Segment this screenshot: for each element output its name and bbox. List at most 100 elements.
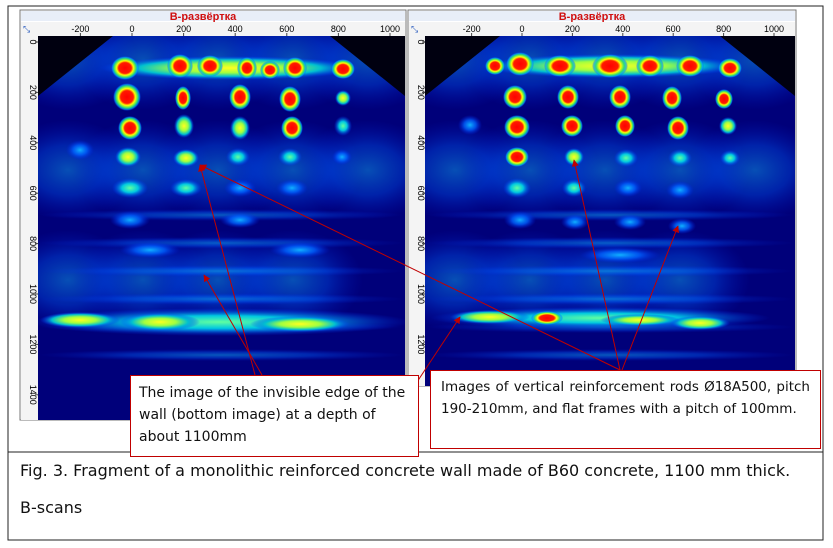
reflection [270,242,330,258]
reflection [718,58,742,78]
reflection [197,55,223,77]
reflection [334,116,352,136]
reflection [335,90,351,106]
haze [685,120,795,220]
x-tick-label: 0 [519,24,524,34]
reflection [667,116,689,140]
x-tick-label: 600 [666,24,681,34]
reflection [331,59,355,79]
y-tick-label: 400 [416,135,426,150]
reflection [112,178,148,198]
outer-border [7,5,824,541]
reflection [544,55,576,77]
reflection [113,83,141,111]
haze-band [425,265,795,277]
annotation: The image of the invisible edge of the w… [130,375,419,457]
reflection [715,89,733,109]
haze [298,120,405,220]
reflection [503,178,531,198]
reflection [561,115,583,137]
reflection [592,54,628,78]
reflection [614,179,642,197]
reflection [557,85,579,109]
arrows [198,159,679,386]
b-scan-panel: B-развёртка ⤡ -200 0 200 400 600 800 1000 0 200 400… [19,9,407,421]
panel-title: B-развёртка [559,11,626,23]
reflection [229,84,251,110]
reflection [279,86,301,112]
reflection [281,116,303,140]
y-tick-label: 1200 [416,334,426,354]
reflection [174,114,194,138]
reflection [230,116,250,140]
caption: Fig. 3. Fragment of a monolithic reinfor… [20,461,791,517]
haze-band [38,265,405,277]
reflection [615,115,635,137]
reflection [237,57,257,79]
reflection [719,117,737,135]
y-tick-label: 800 [28,236,38,251]
reflection [506,52,534,76]
x-tick-label: 800 [331,24,346,34]
scan-image [425,36,795,386]
x-tick-label: 600 [279,24,294,34]
haze-band [425,237,795,249]
y-tick-label: 600 [28,186,38,201]
reflection [668,149,692,167]
reflection [609,85,631,109]
reflection [167,54,193,78]
y-tick-label: 0 [416,39,426,44]
reflection [276,179,308,197]
y-tick-label: 0 [28,39,38,44]
reflection [40,312,120,328]
x-tick-label: 400 [228,24,243,34]
reflection [250,316,350,332]
reflection [600,314,680,326]
x-tick-label: 0 [129,24,134,34]
reflection [531,311,563,325]
title-bar [21,11,405,21]
reflection [175,86,191,110]
dark-corner [38,36,113,96]
reflection [283,57,307,79]
reflection [504,115,530,139]
reflection [110,211,150,229]
y-tick-label: 1000 [28,284,38,304]
haze-band [425,349,795,361]
reflection [614,214,646,230]
reflection [561,214,589,230]
x-axis-bar [409,22,795,36]
y-axis-bar [409,36,425,386]
reflection [562,179,586,197]
x-axis-bar [21,22,405,36]
haze [223,230,363,330]
x-tick-label: 200 [176,24,191,34]
corner-icon: ⤡ [23,25,30,35]
reflection [450,310,530,324]
panel-title: B-развёртка [170,11,237,23]
y-tick-label: 600 [416,186,426,201]
y-tick-label: 1400 [28,385,38,405]
reflection [111,56,139,80]
reflection [226,148,250,166]
reflection [636,55,664,77]
reflection [666,181,694,199]
x-tick-label: 800 [716,24,731,34]
reflection [458,115,482,135]
y-tick-label: 1000 [416,284,426,304]
x-tick-label: 1000 [764,24,784,34]
reflection [670,316,730,330]
reflection [224,179,256,197]
haze-band [425,293,795,305]
reflection [504,211,536,229]
reflection [173,149,199,167]
reflection [503,85,527,109]
reflection [614,149,638,167]
reflection [580,247,660,263]
b-scan-panel: B-развёртка ⤡ -200 0 200 400 600 800 1000 0 200 400… [407,9,797,387]
y-tick-label: 400 [28,135,38,150]
reflection [278,148,302,166]
reflection [720,150,740,166]
